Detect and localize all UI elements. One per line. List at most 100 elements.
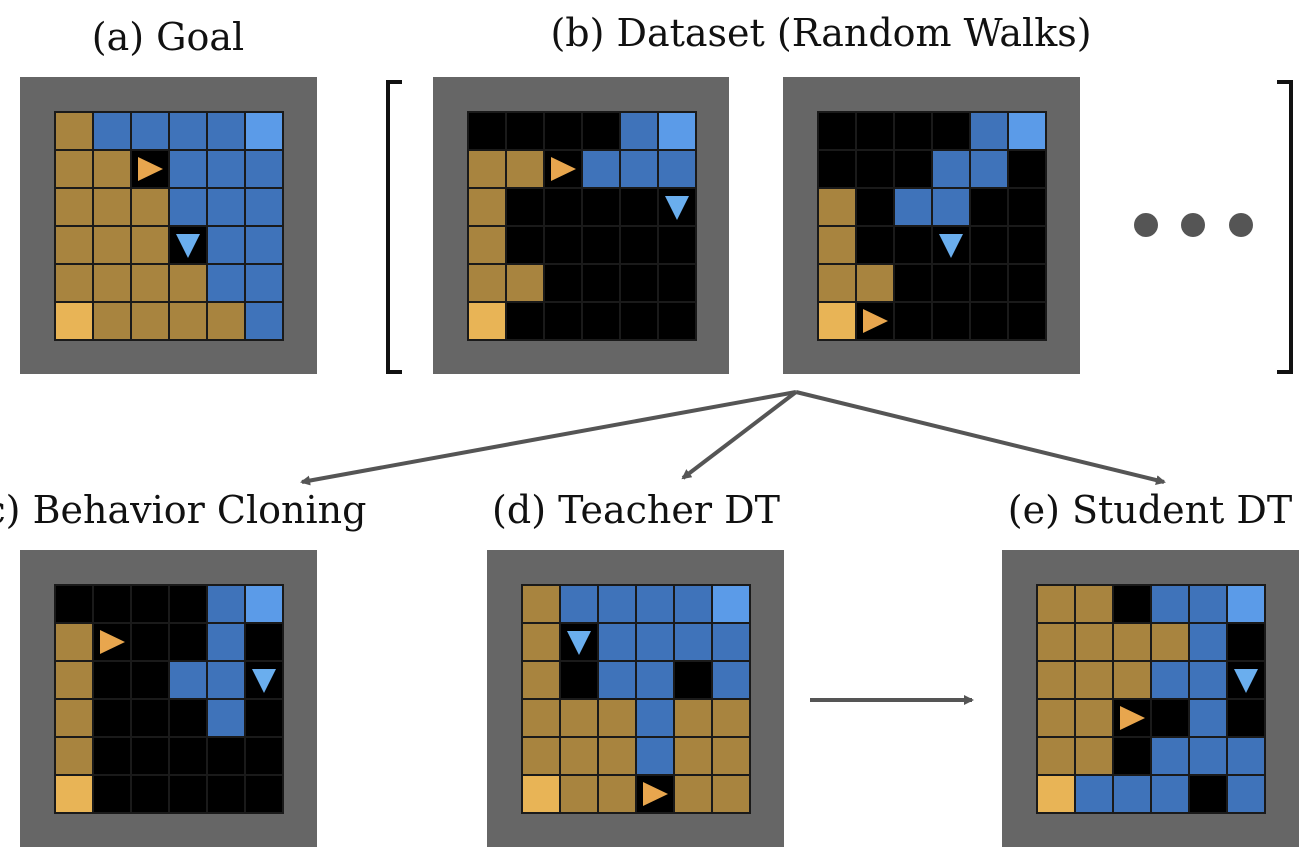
cell-gold	[1038, 662, 1074, 698]
cell-blue	[713, 624, 749, 660]
student-dt-grid	[1036, 584, 1266, 814]
cell-blue	[246, 265, 282, 301]
cell-gold	[56, 738, 92, 774]
cell-blue	[1190, 738, 1226, 774]
cell-gold	[713, 700, 749, 736]
cell-gold	[523, 586, 559, 622]
label-goal: (a) Goal	[91, 15, 245, 59]
cell-empty	[621, 189, 657, 225]
cell-gold	[94, 227, 130, 263]
cell-empty	[246, 776, 282, 812]
cell-gold	[713, 776, 749, 812]
agent-down-icon	[1228, 662, 1264, 698]
cell-blue	[1152, 586, 1188, 622]
cell-empty	[857, 189, 893, 225]
cell-empty	[132, 700, 168, 736]
teacher-dt-grid	[521, 584, 751, 814]
agent-down-icon	[170, 227, 206, 263]
arrow-to-student-dt	[795, 390, 1166, 485]
cell-empty	[1009, 189, 1045, 225]
cell-gold	[523, 624, 559, 660]
cell-blue	[599, 662, 635, 698]
cell-blue	[599, 624, 635, 660]
cell-empty	[132, 624, 168, 660]
cell-empty	[971, 265, 1007, 301]
cell-empty	[246, 624, 282, 660]
cell-gold	[56, 700, 92, 736]
cell-goal-blue	[246, 586, 282, 622]
cell-empty	[170, 738, 206, 774]
cell-goal-blue	[713, 586, 749, 622]
cell-gold	[523, 738, 559, 774]
cell-gold	[56, 265, 92, 301]
cell-blue	[170, 189, 206, 225]
cell-blue	[675, 586, 711, 622]
cell-gold	[94, 189, 130, 225]
cell-blue	[621, 113, 657, 149]
cell-gold	[1076, 586, 1112, 622]
cell-blue	[675, 624, 711, 660]
cell-empty	[895, 113, 931, 149]
student-dt-panel	[1002, 550, 1299, 847]
cell-empty	[675, 662, 711, 698]
cell-empty	[507, 113, 543, 149]
cell-blue	[1190, 586, 1226, 622]
cell-gold	[56, 151, 92, 187]
arrow-to-teacher-dt	[681, 390, 798, 480]
cell-blue	[1114, 776, 1150, 812]
behavior-cloning-grid	[54, 584, 284, 814]
cell-empty	[208, 776, 244, 812]
cell-blue	[659, 151, 695, 187]
cell-blue	[170, 662, 206, 698]
cell-empty	[933, 303, 969, 339]
cell-gold	[469, 189, 505, 225]
cell-empty	[1228, 700, 1264, 736]
cell-empty	[971, 227, 1007, 263]
cell-gold	[561, 700, 597, 736]
cell-empty	[507, 303, 543, 339]
walk-2-grid	[817, 111, 1047, 341]
cell-empty	[857, 151, 893, 187]
cell-gold	[94, 151, 130, 187]
label-behavior-cloning: (c) Behavior Cloning	[0, 488, 367, 532]
cell-gold	[1038, 700, 1074, 736]
cell-gold	[56, 662, 92, 698]
cell-gold	[561, 738, 597, 774]
cell-blue	[933, 189, 969, 225]
cell-empty	[545, 303, 581, 339]
cell-blue	[170, 113, 206, 149]
agent-right-icon	[857, 303, 893, 339]
cell-blue	[1190, 700, 1226, 736]
cell-empty	[1009, 265, 1045, 301]
cell-blue	[1228, 738, 1264, 774]
cell-goal-blue	[246, 113, 282, 149]
cell-empty	[659, 227, 695, 263]
cell-empty	[933, 113, 969, 149]
agent-right-icon	[637, 776, 673, 812]
teacher-dt-panel	[487, 550, 784, 847]
cell-empty	[170, 586, 206, 622]
cell-empty	[1009, 227, 1045, 263]
cell-empty	[132, 738, 168, 774]
cell-gold	[1076, 624, 1112, 660]
cell-gold	[56, 189, 92, 225]
cell-blue	[208, 662, 244, 698]
cell-start-gold	[523, 776, 559, 812]
cell-gold	[675, 776, 711, 812]
cell-empty	[971, 303, 1007, 339]
cell-empty	[621, 303, 657, 339]
behavior-cloning-panel	[20, 550, 317, 847]
cell-blue	[208, 265, 244, 301]
cell-blue	[637, 662, 673, 698]
cell-gold	[507, 151, 543, 187]
cell-gold	[132, 189, 168, 225]
cell-empty	[621, 265, 657, 301]
cell-start-gold	[56, 776, 92, 812]
cell-start-gold	[56, 303, 92, 339]
cell-empty	[659, 265, 695, 301]
cell-blue	[246, 303, 282, 339]
cell-empty	[583, 303, 619, 339]
agent-right-icon	[132, 151, 168, 187]
cell-gold	[1038, 624, 1074, 660]
cell-empty	[94, 700, 130, 736]
